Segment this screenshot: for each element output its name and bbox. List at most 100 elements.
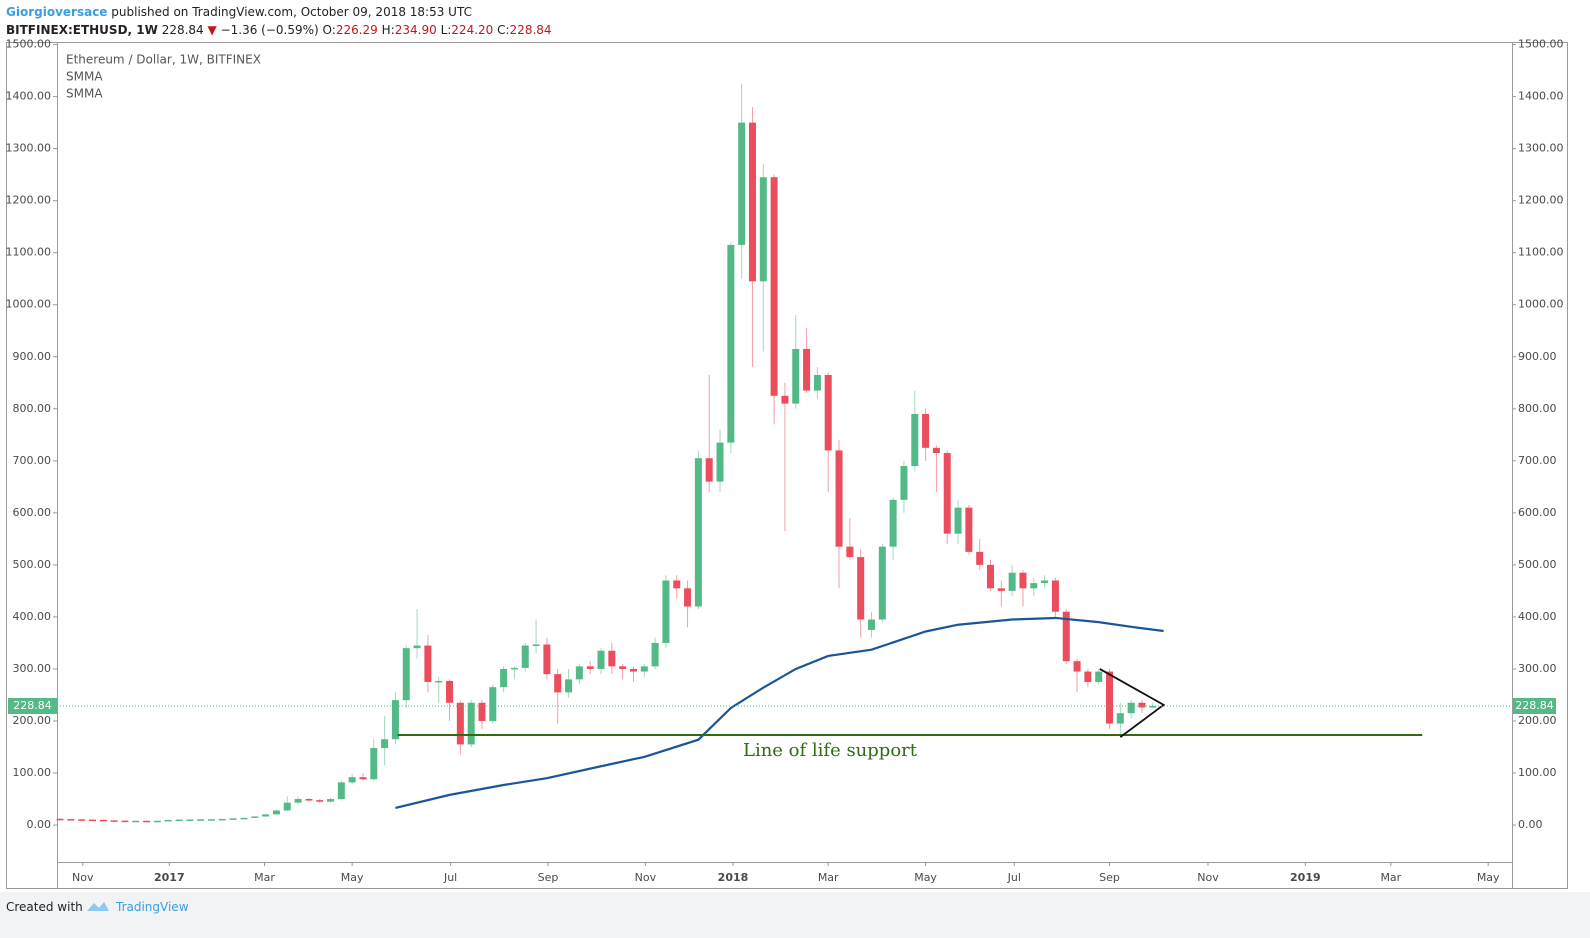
ohlc-key: O: (322, 23, 336, 37)
y-tick-label: 200.00 (13, 714, 52, 727)
y-tick-label: 900.00 (1518, 350, 1557, 363)
candle-body (727, 244, 735, 443)
candle-body (1138, 702, 1146, 708)
brand[interactable]: TradingView (116, 900, 189, 914)
candle-body (565, 679, 573, 693)
candle-body (738, 122, 746, 245)
candle-body (1062, 611, 1070, 662)
y-tick-label: 600.00 (13, 506, 52, 519)
y-tick-label: 1100.00 (6, 246, 52, 259)
candle-body (900, 466, 908, 500)
y-tick-label: 400.00 (13, 610, 52, 623)
quote-line: BITFINEX:ETHUSD, 1W 228.84 ▼ −1.36 (−0.5… (6, 21, 552, 39)
candle-body (1116, 713, 1124, 724)
x-tick-label: Sep (538, 871, 559, 884)
candle-body (1051, 580, 1059, 612)
author[interactable]: Giorgioversace (6, 5, 108, 19)
candle-body (1019, 572, 1027, 589)
candle-body (186, 819, 194, 821)
candle-body (857, 557, 865, 620)
candle-body (532, 644, 540, 647)
x-tick-label: 2018 (718, 871, 749, 884)
y-tick-label: 1200.00 (1518, 194, 1564, 207)
y-tick-label: 300.00 (13, 662, 52, 675)
candle-body (1149, 705, 1157, 708)
y-tick-label: 100.00 (1518, 766, 1557, 779)
candle-body (370, 748, 378, 780)
symbol: BITFINEX:ETHUSD, 1W (6, 23, 158, 37)
candle-body (1008, 572, 1016, 591)
candle-body (218, 818, 226, 821)
candle-body (586, 666, 594, 669)
y-tick-label: 1500.00 (1518, 38, 1564, 51)
candle-body (911, 413, 919, 467)
candle-body (413, 645, 421, 649)
last-price-box (1513, 697, 1556, 714)
candle-body (792, 348, 800, 404)
candle-body (153, 820, 161, 823)
x-tick-label: May (341, 871, 364, 884)
ohlc-value: 226.29 (335, 23, 378, 37)
candle-body (251, 816, 259, 818)
created-with: Created with (6, 900, 83, 914)
candle-body (943, 453, 951, 534)
candle-body (229, 818, 237, 820)
ohlc-value: 224.20 (451, 23, 494, 37)
y-tick-label: 1400.00 (1518, 90, 1564, 103)
candle-body (705, 458, 713, 482)
y-tick-label: 1000.00 (6, 298, 52, 311)
y-tick-label: 100.00 (13, 766, 52, 779)
y-tick-label: 1500.00 (6, 38, 52, 51)
x-tick-label: 2019 (1290, 871, 1321, 884)
candle-body (164, 819, 172, 822)
y-tick-label: 300.00 (1518, 662, 1557, 675)
candle-body (803, 348, 811, 391)
candle-body (759, 177, 767, 282)
candle-body (770, 177, 778, 396)
ohlc-value: 234.90 (394, 23, 437, 37)
y-tick-label: 800.00 (13, 402, 52, 415)
candle-body (143, 820, 151, 823)
candle-body (56, 818, 64, 821)
candle-body (359, 777, 367, 780)
footer: Created with TradingView (0, 892, 1590, 938)
candle-body (78, 819, 86, 821)
candle-body (110, 820, 118, 822)
candle-body (132, 820, 140, 823)
y-tick-label: 200.00 (1518, 714, 1557, 727)
candle-body (305, 799, 313, 801)
candle-body (781, 395, 789, 404)
candle-body (867, 619, 875, 630)
candle-body (1073, 661, 1081, 672)
candle-body (846, 546, 854, 558)
candle-body (521, 645, 529, 668)
candle-body (240, 817, 248, 820)
candle-body (716, 442, 724, 482)
candle-body (608, 650, 616, 667)
y-tick-label: 1400.00 (6, 90, 52, 103)
change: −1.36 (−0.59%) (220, 23, 319, 37)
y-tick-label: 0.00 (27, 818, 52, 831)
legend-title: Ethereum / Dollar, 1W, BITFINEX (66, 53, 261, 67)
y-tick-label: 400.00 (1518, 610, 1557, 623)
last-price-label: 228.84 (13, 699, 52, 712)
y-tick-label: 1300.00 (6, 142, 52, 155)
candle-body (965, 507, 973, 552)
published: published on TradingView.com, October 09… (111, 5, 472, 19)
candle-body (997, 588, 1005, 591)
header: Giorgioversace published on TradingView.… (6, 3, 552, 39)
chart: Ethereum / Dollar, 1W, BITFINEX SMMA SMM… (6, 38, 1568, 889)
y-tick-label: 500.00 (13, 558, 52, 571)
candle-body (835, 450, 843, 547)
candle-body (922, 413, 930, 448)
candle-body (748, 122, 756, 282)
ohlc-key: H: (381, 23, 395, 37)
frame (6, 42, 1568, 889)
x-tick-label: Mar (254, 871, 275, 884)
candle-body (694, 458, 702, 607)
candle-body (381, 739, 389, 749)
x-tick-label: Nov (72, 871, 94, 884)
candle-body (208, 819, 216, 821)
candle-body (283, 802, 291, 811)
candle-body (813, 374, 821, 391)
